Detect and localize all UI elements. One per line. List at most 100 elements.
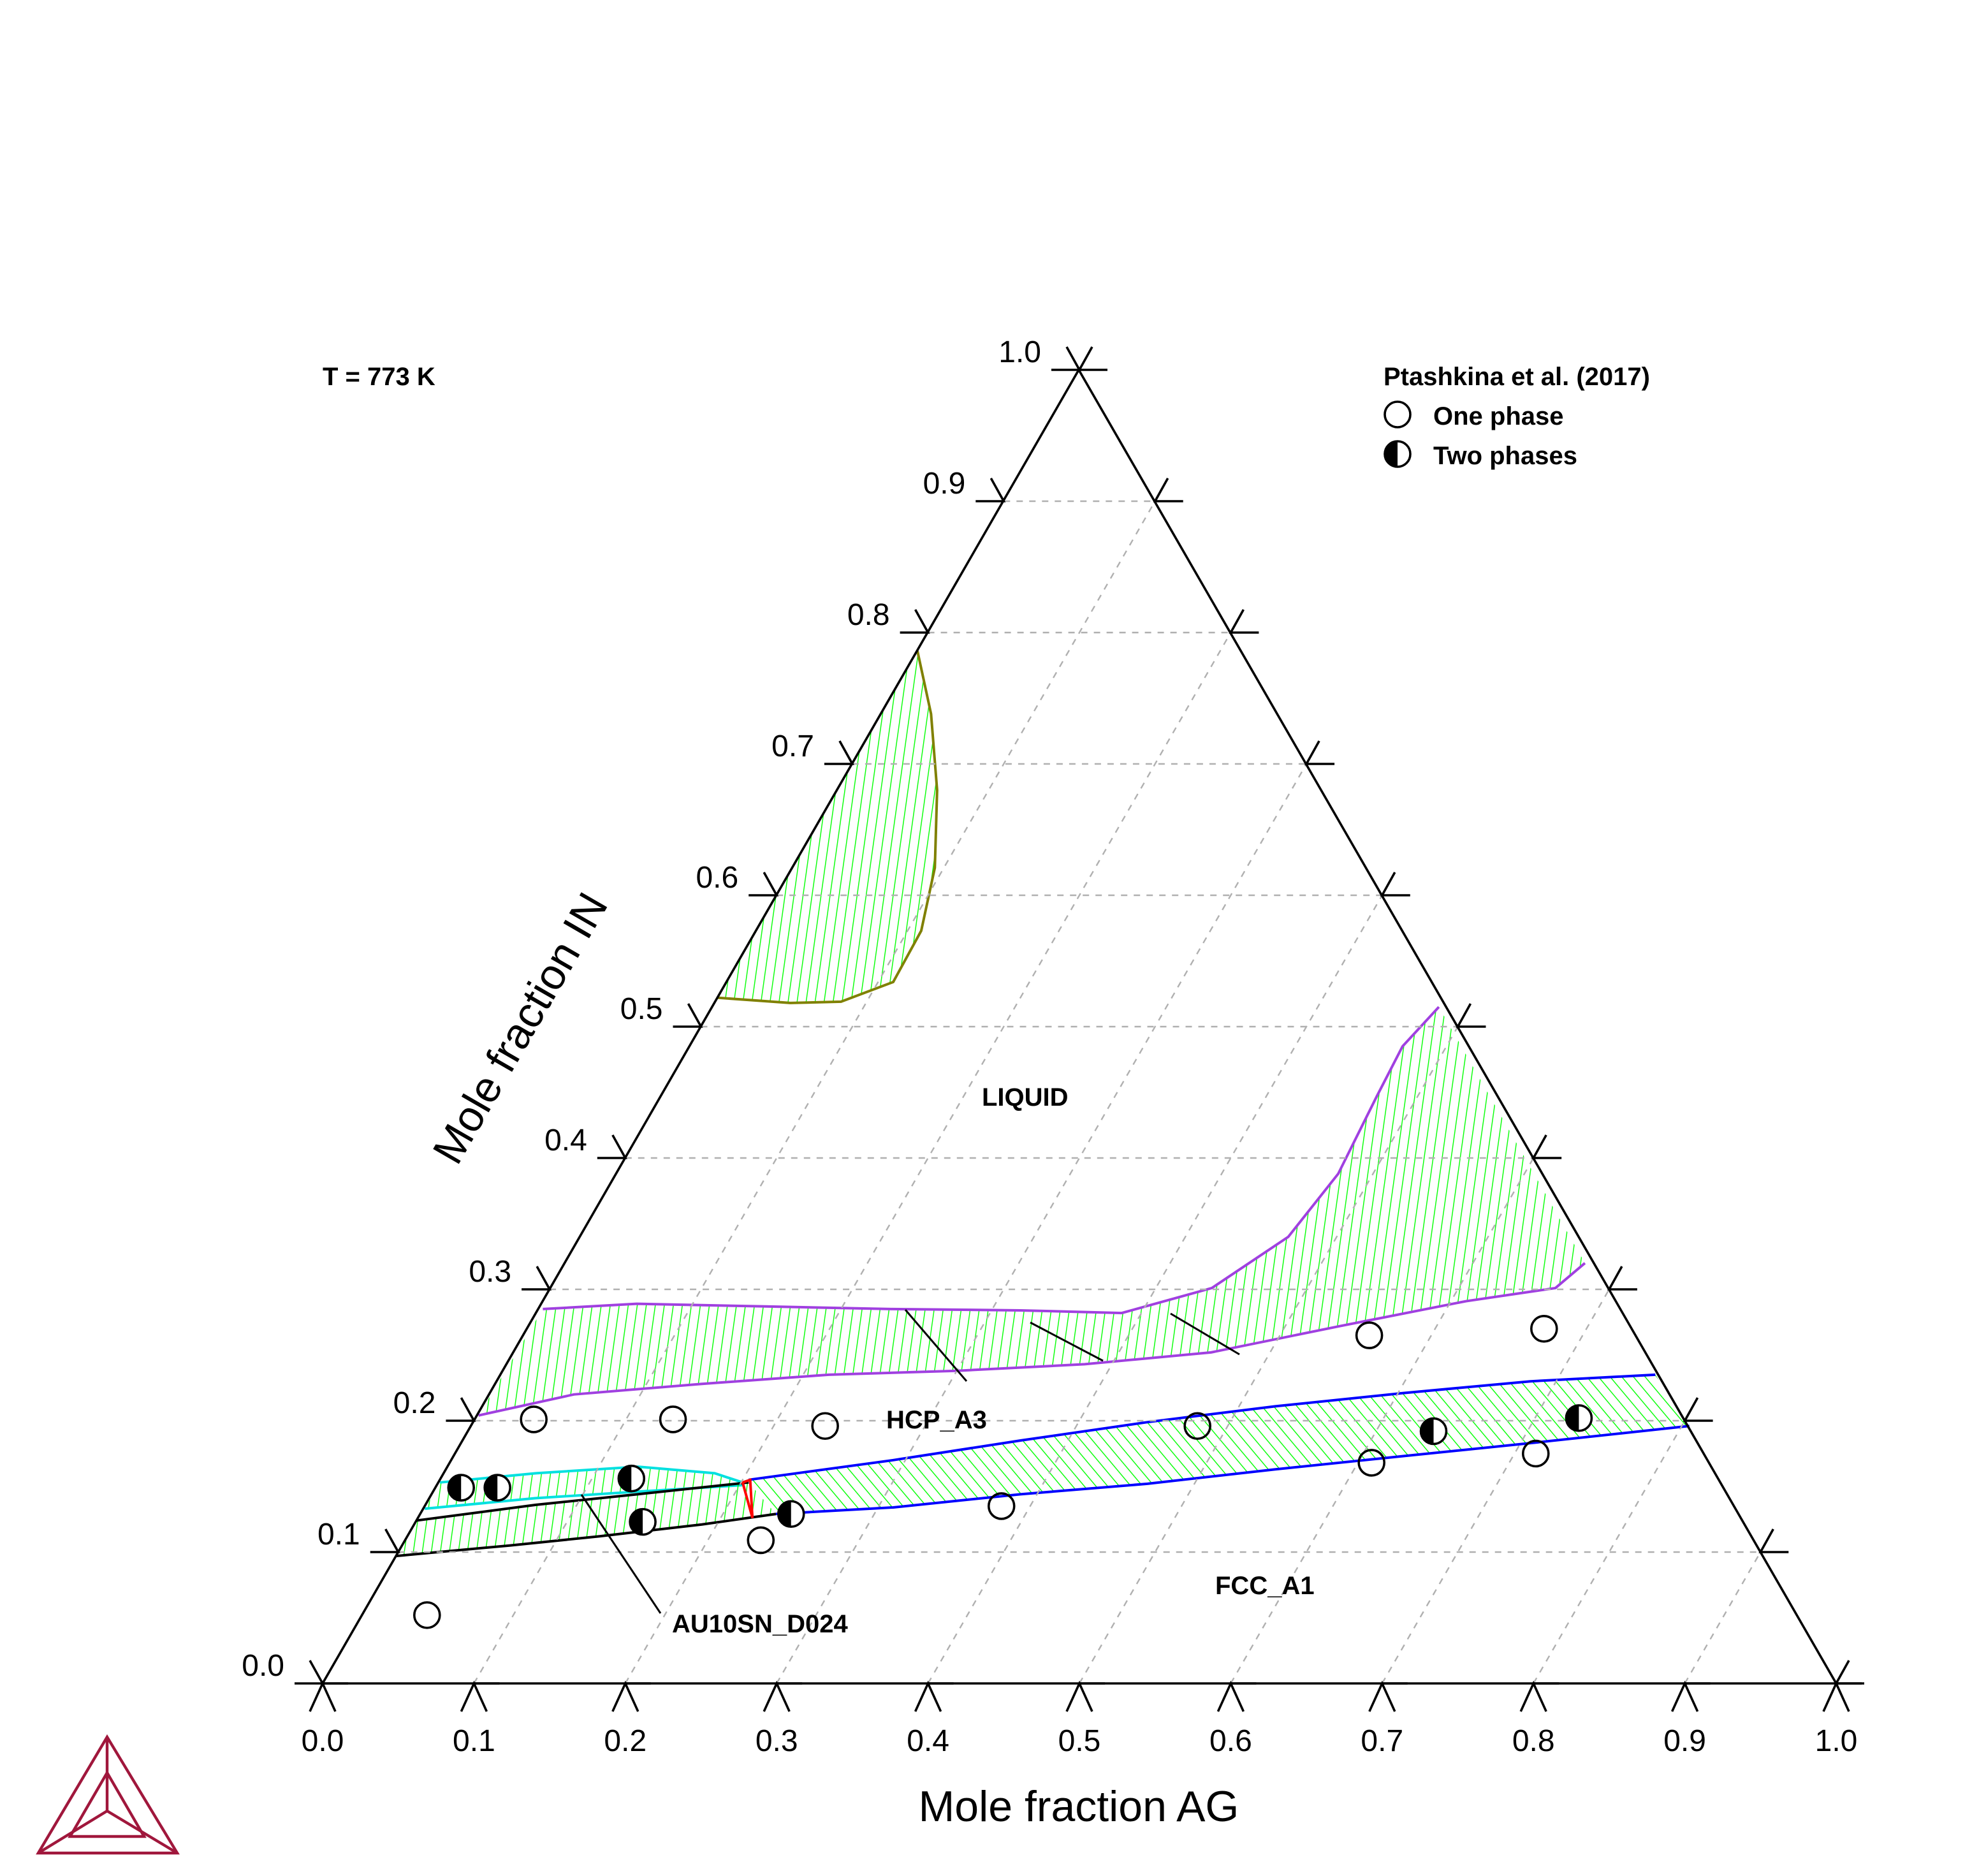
marker-half [630,1509,643,1535]
phase-label: LIQUID [982,1083,1069,1111]
x-tick-mark [914,1680,954,1712]
x-tick-mark [1519,1680,1559,1712]
x-tick-mark [1368,1680,1408,1712]
legend: Ptashkina et al. (2017) One phase Two pha… [1384,363,1650,470]
marker [747,1526,775,1555]
legend-label: Two phases [1433,442,1577,470]
x-tick-label: 0.1 [453,1724,495,1758]
marker [1357,1449,1385,1477]
chart-title: T = 773 K [323,363,435,391]
two-phase-region [749,1374,1690,1514]
x-tick-label: 0.8 [1512,1724,1555,1758]
y-tick-mark-right [1304,740,1335,765]
y-tick-label: 0.8 [847,598,890,632]
phase-labels: LIQUID HCP_A3 FCC_A1 AU10SN_D024 [672,1083,1315,1638]
marker [1183,1412,1211,1440]
grid [398,500,1762,1684]
marker [1530,1315,1558,1343]
two-phase-region [396,1482,777,1557]
y-tick-mark-right [1758,1528,1789,1553]
two-phase-region [478,1007,1585,1416]
marker-half [1420,1418,1434,1444]
y-tick-mark [446,1397,476,1422]
marker [1521,1439,1550,1468]
phase-boundary [717,650,938,1004]
y-tick-label: 0.0 [242,1649,284,1683]
y-tick-mark [824,740,854,765]
x-tick-label: 0.4 [907,1724,949,1758]
y-tick-mark-right [1456,1003,1486,1028]
x-tick-mark [460,1680,500,1712]
ticks: 0.0 0.1 0.2 0.3 0.4 0.5 0.6 0.7 0.8 0.9 1.0 0.0 0.1 0… [242,335,1864,1758]
y-tick-mark [522,1266,552,1291]
x-tick-mark [1065,1680,1105,1712]
x-tick-mark [1822,1680,1862,1712]
x-tick-mark [309,1680,348,1712]
x-tick-label: 0.9 [1663,1724,1706,1758]
y-tick-mark-right [1834,1660,1864,1685]
y-tick-mark-right [1380,872,1410,897]
x-tick-label: 0.6 [1209,1724,1252,1758]
marker-half [778,1501,791,1527]
y-tick-label: 0.9 [923,467,966,501]
y-tick-mark-right [1153,478,1183,502]
y-tick-label: 0.7 [771,729,814,763]
y-tick-label: 0.2 [393,1386,436,1420]
x-tick-label: 0.5 [1058,1724,1101,1758]
points [413,1315,1593,1629]
marker [1384,400,1412,429]
grid-line [1684,1551,1762,1684]
grid-line [624,632,1232,1684]
pointer [904,1309,968,1382]
x-tick-label: 0.0 [302,1724,344,1758]
y-tick-mark-right [1229,609,1259,634]
x-tick-mark [763,1680,803,1712]
three-phase-triangle [741,1477,754,1518]
marker [413,1601,441,1629]
x-tick-label: 0.7 [1361,1724,1403,1758]
x-tick-label: 0.2 [604,1724,646,1758]
y-tick-mark [900,609,930,634]
marker [811,1412,839,1440]
two-phase-region [717,650,937,1003]
marker [987,1492,1016,1520]
grid-line [1381,1289,1610,1684]
y-tick-mark-right [1607,1266,1637,1291]
x-tick-label: 1.0 [1815,1724,1858,1758]
pointer [1030,1321,1104,1362]
x-tick-mark [611,1680,651,1712]
grid-line [473,501,1156,1684]
y-axis-label: Mole fraction IN [423,884,617,1171]
marker-half [1566,1405,1579,1431]
y-tick-mark-right [1077,346,1107,371]
phase-label: AU10SN_D024 [672,1610,848,1638]
y-tick-label: 1.0 [998,335,1041,369]
phase-label: HCP_A3 [886,1406,987,1434]
legend-title: Ptashkina et al. (2017) [1384,363,1650,391]
logo [36,1734,180,1855]
y-tick-label: 0.5 [620,992,663,1026]
marker [659,1405,687,1433]
phase-boundary [749,1373,1656,1481]
phase-boundary [775,1425,1690,1516]
phase-boundary [478,1262,1586,1417]
phase-boundary [416,1481,749,1522]
pointer [1170,1312,1240,1356]
y-tick-mark [370,1528,400,1553]
y-tick-label: 0.4 [544,1124,587,1157]
y-tick-mark [673,1003,703,1028]
marker-half [485,1475,498,1501]
x-tick-mark [1216,1680,1257,1712]
phase-boundary [543,1006,1440,1315]
x-tick-label: 0.3 [756,1724,798,1758]
y-tick-label: 0.3 [469,1255,511,1289]
marker [1355,1321,1384,1349]
y-tick-label: 0.1 [318,1518,360,1551]
y-tick-mark [295,1660,325,1685]
y-tick-mark-right [1683,1397,1713,1422]
y-tick-mark [975,478,1006,502]
legend-label: One phase [1433,402,1564,430]
y-tick-mark-right [1531,1134,1562,1159]
y-tick-mark [1051,346,1082,371]
